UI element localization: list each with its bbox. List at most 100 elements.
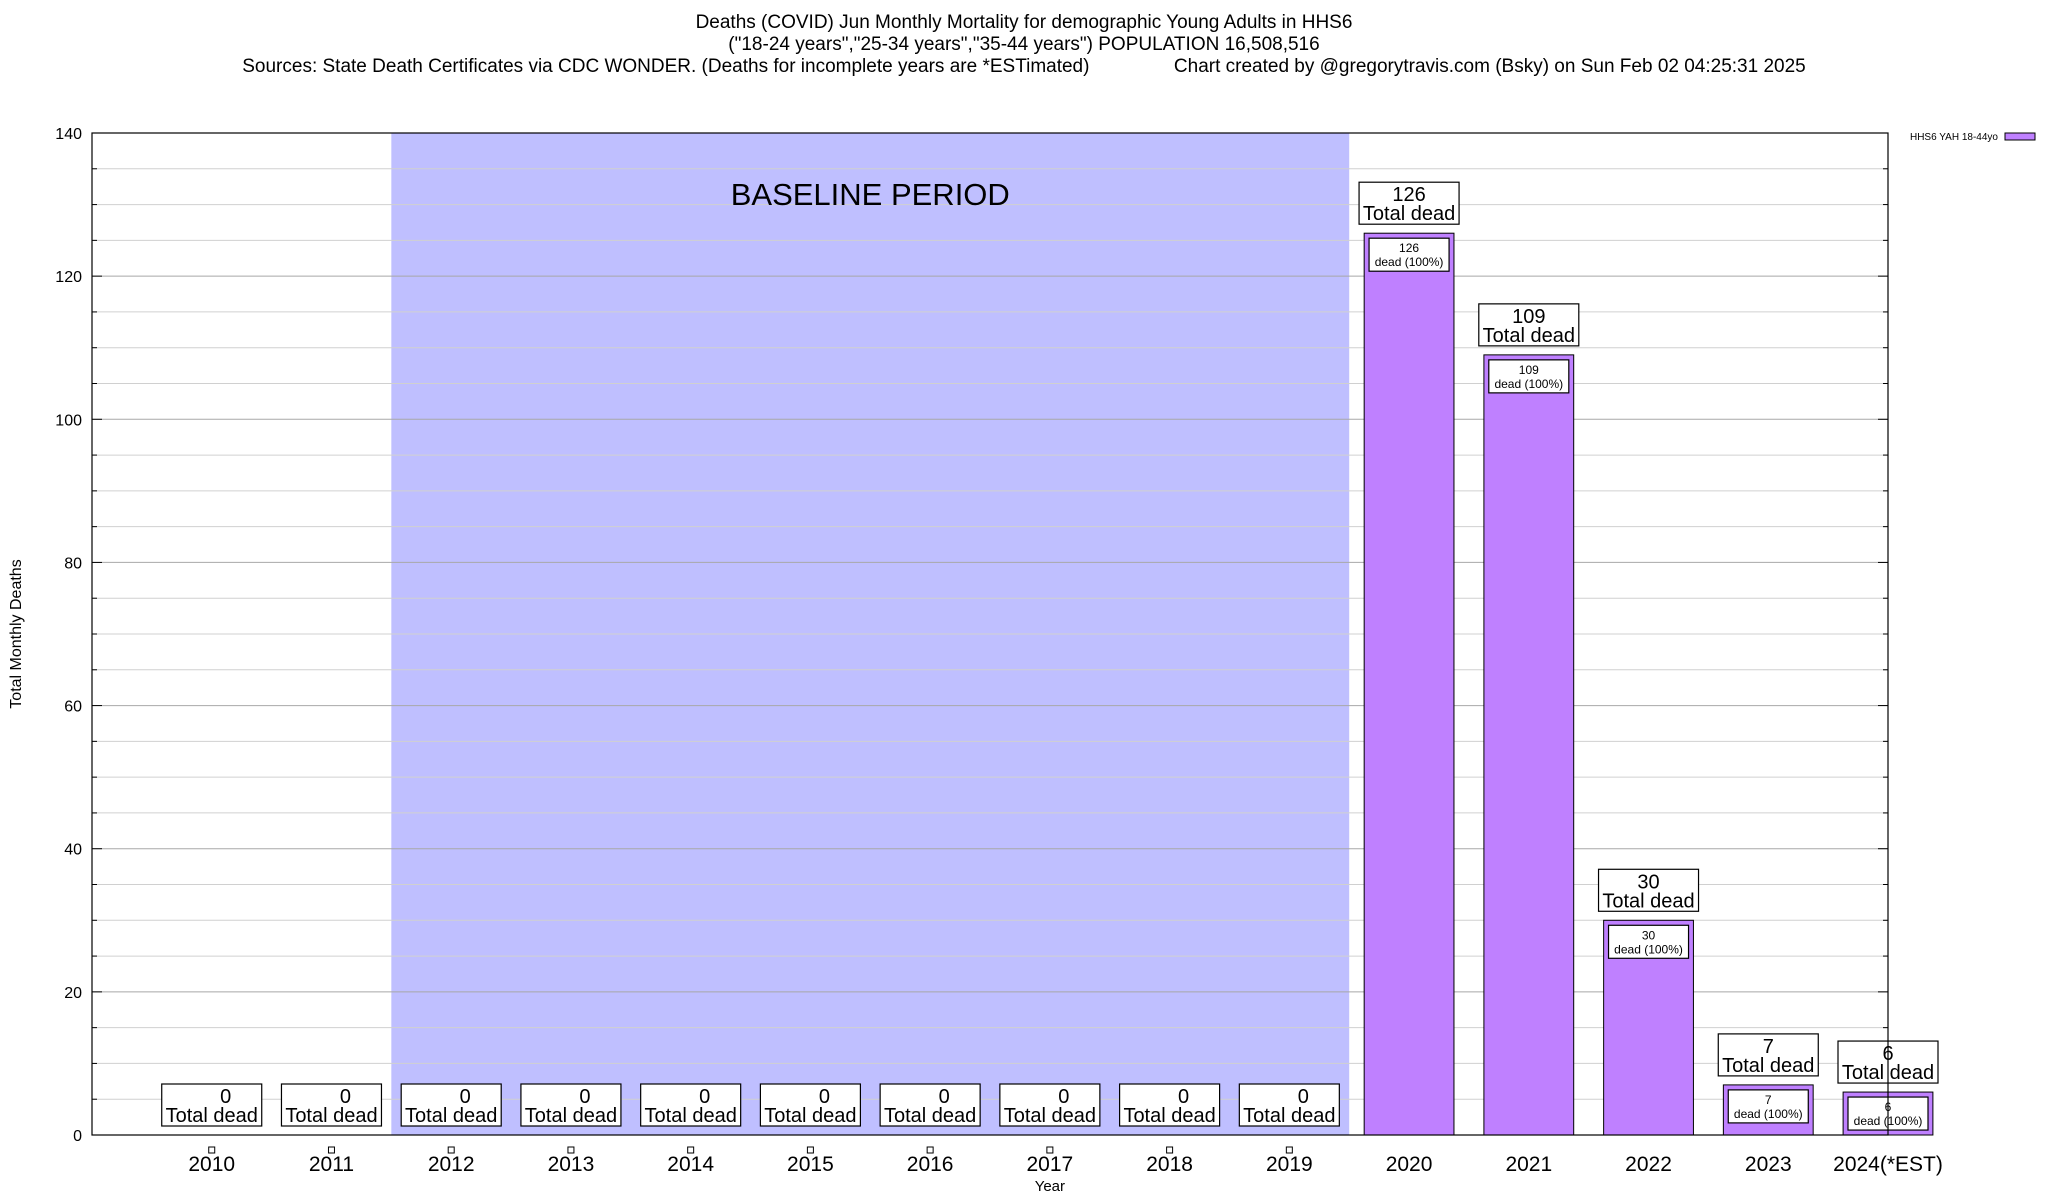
total-label-count: 0 bbox=[220, 1086, 231, 1108]
inner-label-percent: dead (100%) bbox=[1734, 1107, 1803, 1121]
total-label-box bbox=[640, 1083, 742, 1127]
total-label-box bbox=[879, 1083, 981, 1127]
zero-marker bbox=[327, 1146, 335, 1154]
zero-marker bbox=[806, 1146, 814, 1154]
inner-label-box bbox=[1607, 924, 1690, 959]
y-tick-label: 120 bbox=[55, 269, 82, 286]
total-label-text: Total dead bbox=[285, 1105, 377, 1127]
total-label-count: 30 bbox=[1637, 871, 1659, 893]
x-tick-label: 2013 bbox=[548, 1153, 595, 1176]
chart-subtitle: ("18-24 years","25-34 years","35-44 year… bbox=[728, 34, 1320, 55]
inner-label-box bbox=[1727, 1089, 1809, 1124]
total-label-count: 0 bbox=[699, 1086, 710, 1108]
x-axis-label: Year bbox=[1035, 1178, 1065, 1195]
x-tick-label: 2012 bbox=[428, 1153, 475, 1176]
total-label-text: Total dead bbox=[1483, 325, 1575, 347]
inner-label-percent: dead (100%) bbox=[1375, 255, 1444, 269]
x-tick-label: 2014 bbox=[667, 1153, 714, 1176]
total-label-count: 0 bbox=[579, 1086, 590, 1108]
total-label-count: 109 bbox=[1512, 306, 1545, 328]
plot-frame bbox=[91, 132, 1889, 1136]
total-label-box bbox=[1238, 1083, 1340, 1127]
bar bbox=[1363, 232, 1455, 1136]
bar bbox=[1483, 354, 1575, 1136]
y-axis-label: Total Monthly Deaths bbox=[8, 559, 25, 708]
zero-marker bbox=[208, 1146, 216, 1154]
total-label-box bbox=[1478, 303, 1580, 347]
total-label-box bbox=[999, 1083, 1101, 1127]
total-label-text: Total dead bbox=[166, 1105, 258, 1127]
inner-label-percent: dead (100%) bbox=[1614, 942, 1683, 956]
x-tick-label: 2018 bbox=[1146, 1153, 1193, 1176]
total-label-box bbox=[1597, 868, 1700, 912]
total-label-text: Total dead bbox=[645, 1105, 737, 1127]
total-label-box bbox=[520, 1083, 622, 1127]
total-label-text: Total dead bbox=[1123, 1105, 1215, 1127]
y-tick-label: 80 bbox=[64, 555, 82, 572]
x-tick-label: 2019 bbox=[1266, 1153, 1313, 1176]
total-label-count: 126 bbox=[1392, 184, 1425, 206]
inner-label-count: 30 bbox=[1642, 928, 1656, 942]
x-tick-label: 2011 bbox=[309, 1153, 354, 1176]
total-label-text: Total dead bbox=[1243, 1105, 1335, 1127]
inner-label-count: 7 bbox=[1765, 1093, 1772, 1107]
total-label-box bbox=[280, 1083, 383, 1127]
chart-title: Deaths (COVID) Jun Monthly Mortality for… bbox=[695, 12, 1353, 33]
zero-marker bbox=[687, 1146, 695, 1154]
x-tick-label: 2015 bbox=[787, 1153, 834, 1176]
legend-label: HHS6 YAH 18-44yo bbox=[1910, 132, 1998, 143]
total-label-text: Total dead bbox=[764, 1105, 856, 1127]
x-tick-label: 2017 bbox=[1027, 1153, 1074, 1176]
inner-label-count: 126 bbox=[1399, 241, 1419, 255]
y-tick-label: 40 bbox=[64, 842, 82, 859]
y-tick-label: 60 bbox=[64, 699, 82, 716]
total-label-text: Total dead bbox=[405, 1105, 497, 1127]
zero-marker bbox=[926, 1146, 934, 1154]
zero-marker bbox=[567, 1146, 575, 1154]
total-label-text: Total dead bbox=[1363, 203, 1455, 225]
total-label-count: 0 bbox=[460, 1086, 471, 1108]
zero-marker bbox=[1046, 1146, 1054, 1154]
x-tick-label: 2020 bbox=[1386, 1153, 1433, 1176]
chart-source-note: Sources: State Death Certificates via CD… bbox=[242, 56, 1806, 77]
legend-swatch bbox=[2004, 132, 2036, 141]
y-tick-label: 140 bbox=[55, 126, 82, 143]
total-label-count: 0 bbox=[1178, 1086, 1189, 1108]
total-label-count: 0 bbox=[1058, 1086, 1069, 1108]
x-tick-label: 2016 bbox=[907, 1153, 954, 1176]
total-label-text: Total dead bbox=[1004, 1105, 1096, 1127]
total-label-count: 0 bbox=[819, 1086, 830, 1108]
total-label-box bbox=[161, 1083, 263, 1127]
total-label-text: Total dead bbox=[1602, 890, 1694, 912]
total-label-text: Total dead bbox=[1722, 1055, 1814, 1077]
total-label-count: 7 bbox=[1763, 1036, 1774, 1058]
inner-label-count: 109 bbox=[1519, 363, 1539, 377]
total-label-box bbox=[759, 1083, 862, 1127]
inner-label-box bbox=[1488, 359, 1570, 394]
inner-label-percent: dead (100%) bbox=[1494, 377, 1563, 391]
total-label-box bbox=[1118, 1083, 1221, 1127]
y-tick-label: 0 bbox=[73, 1128, 82, 1145]
x-tick-label: 2022 bbox=[1625, 1153, 1672, 1176]
total-label-text: Total dead bbox=[525, 1105, 617, 1127]
total-label-count: 0 bbox=[1298, 1086, 1309, 1108]
total-label-box bbox=[1358, 181, 1460, 225]
total-label-count: 0 bbox=[939, 1086, 950, 1108]
inner-label-box bbox=[1368, 237, 1450, 272]
baseline-period-label: BASELINE PERIOD bbox=[731, 177, 1010, 212]
total-label-text: Total dead bbox=[884, 1105, 976, 1127]
y-tick-label: 20 bbox=[64, 985, 82, 1002]
x-tick-label: 2023 bbox=[1745, 1153, 1792, 1176]
zero-marker bbox=[447, 1146, 455, 1154]
y-tick-label: 100 bbox=[55, 412, 82, 429]
x-tick-label: 2010 bbox=[188, 1153, 235, 1176]
x-tick-label: 2021 bbox=[1505, 1153, 1552, 1176]
total-label-box bbox=[400, 1083, 502, 1127]
chart-title-block: Deaths (COVID) Jun Monthly Mortality for… bbox=[0, 12, 2048, 78]
total-label-count: 0 bbox=[340, 1086, 351, 1108]
x-tick-label: 2024(*EST) bbox=[1833, 1153, 1943, 1176]
total-label-box bbox=[1717, 1033, 1819, 1077]
zero-marker bbox=[1166, 1146, 1174, 1154]
zero-marker bbox=[1285, 1146, 1293, 1154]
